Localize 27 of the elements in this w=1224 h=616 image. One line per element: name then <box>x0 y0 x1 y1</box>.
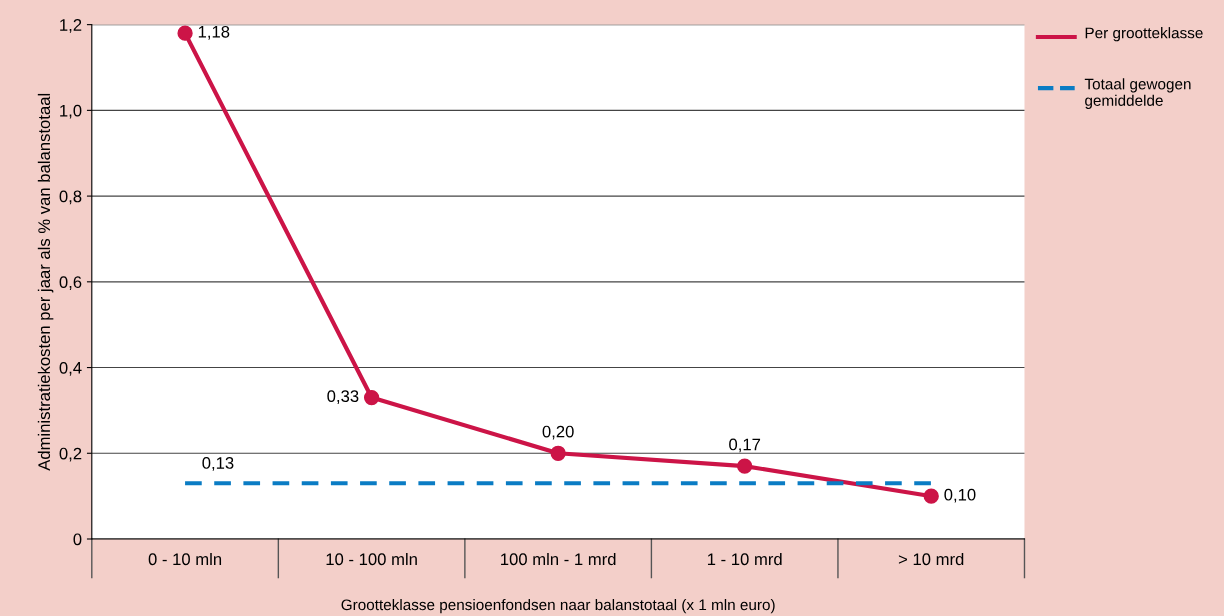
data-label: 0,13 <box>202 457 234 471</box>
point <box>363 389 380 406</box>
x-tick-label: 0 - 10 mln <box>148 552 222 566</box>
x-axis-title: Grootteklasse pensioenfondsen naar balanstotaal (x 1 mln euro) <box>341 598 775 614</box>
y-tick-label: 0,2 <box>59 447 82 462</box>
legend-label: Per grootteklasse <box>1085 27 1203 42</box>
y-tick-label: 0,8 <box>59 190 82 205</box>
y-axis-title: Administratiekosten per jaar als % van balanstotaal <box>37 93 54 471</box>
data-label: 0,33 <box>327 390 359 404</box>
legend-label: Totaal gewogen gemiddelde <box>1084 78 1191 109</box>
x-tick-label: 10 - 100 mln <box>326 552 417 566</box>
y-tick-label: 0 <box>73 533 82 546</box>
x-tick-label: > 10 mrd <box>898 552 964 566</box>
y-tick-label: 1,2 <box>60 19 82 33</box>
y-tick-label: 1,0 <box>60 104 82 119</box>
point <box>737 458 753 474</box>
point <box>177 25 193 41</box>
y-tick-label: 0,4 <box>59 361 82 376</box>
data-label: 0,10 <box>944 488 976 503</box>
data-label: 0,20 <box>542 425 574 440</box>
y-tick-label: 0,6 <box>59 276 82 290</box>
point <box>550 445 566 461</box>
data-label: 0,17 <box>729 438 761 453</box>
x-tick-label: 100 mln - 1 mrd <box>501 552 616 566</box>
data-label: 1,18 <box>198 25 230 40</box>
x-tick-label: 1 - 10 mrd <box>707 552 782 566</box>
point <box>923 488 939 504</box>
